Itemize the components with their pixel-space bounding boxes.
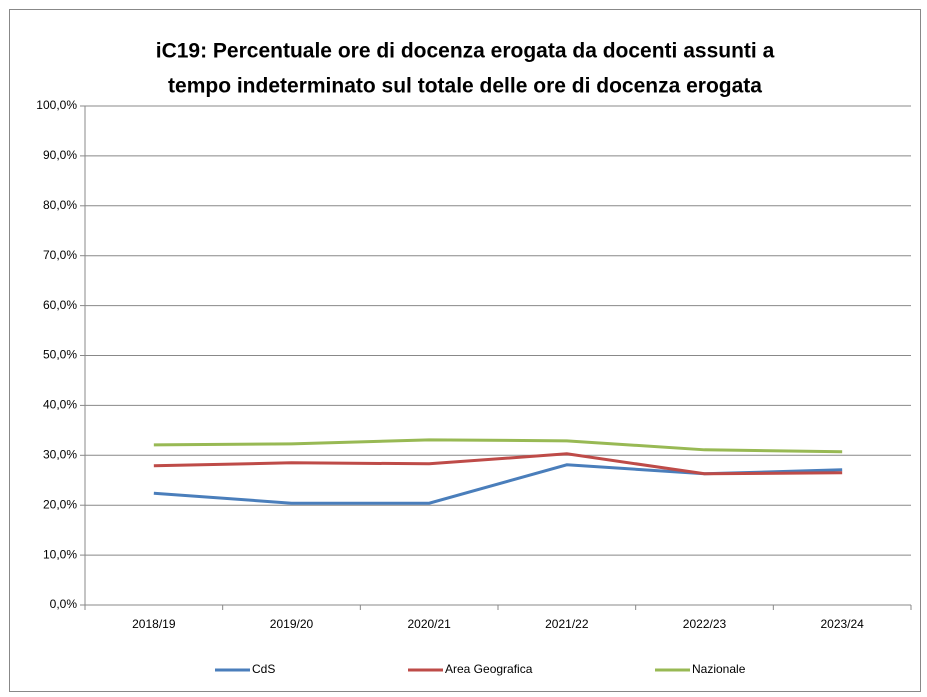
line-series [153, 452, 843, 476]
chart-border [9, 9, 921, 692]
y-tick-label: 40,0% [43, 398, 77, 412]
y-tick-label: 60,0% [43, 298, 77, 312]
legend-label: CdS [252, 662, 275, 676]
y-tick-label: 0,0% [50, 597, 78, 611]
legend-label: Area Geografica [445, 662, 533, 676]
y-tick-label: 20,0% [43, 497, 77, 511]
x-tick-label: 2021/22 [545, 617, 589, 631]
x-tick-label: 2019/20 [270, 617, 314, 631]
x-tick-label: 2022/23 [683, 617, 727, 631]
x-tick-label: 2020/21 [407, 617, 451, 631]
legend-label: Nazionale [692, 662, 746, 676]
x-tick-label: 2018/19 [132, 617, 176, 631]
line-series [153, 438, 843, 454]
y-tick-label: 30,0% [43, 447, 77, 461]
y-tick-label: 100,0% [36, 98, 77, 112]
y-tick-label: 70,0% [43, 248, 77, 262]
x-tick-label: 2023/24 [820, 617, 864, 631]
y-tick-label: 90,0% [43, 148, 77, 162]
chart-title: iC19: Percentuale ore di docenza erogata… [156, 40, 775, 63]
y-tick-label: 50,0% [43, 348, 77, 362]
chart-title: tempo indeterminato sul totale delle ore… [168, 75, 762, 98]
y-tick-label: 10,0% [43, 547, 77, 561]
y-tick-label: 80,0% [43, 198, 77, 212]
